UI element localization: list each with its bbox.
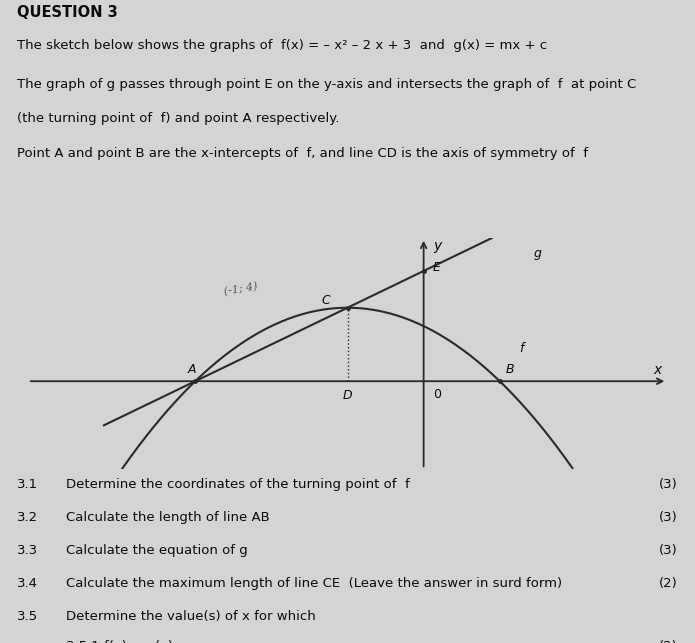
Text: 3.1: 3.1	[17, 478, 38, 491]
Text: (2): (2)	[659, 577, 678, 590]
Text: g: g	[534, 247, 542, 260]
Text: (2): (2)	[659, 640, 678, 643]
Text: D: D	[343, 389, 352, 402]
Text: (the turning point of  f) and point A respectively.: (the turning point of f) and point A res…	[17, 113, 340, 125]
Text: Calculate the length of line AB: Calculate the length of line AB	[66, 511, 270, 524]
Text: (-1; 4): (-1; 4)	[223, 282, 259, 298]
Text: (3): (3)	[659, 511, 678, 524]
Text: Determine the coordinates of the turning point of  f: Determine the coordinates of the turning…	[66, 478, 410, 491]
Text: The graph of g passes through point E on the y-axis and intersects the graph of : The graph of g passes through point E on…	[17, 78, 637, 91]
Text: Determine the value(s) of x for which: Determine the value(s) of x for which	[66, 610, 316, 623]
Text: 0: 0	[433, 388, 441, 401]
Text: QUESTION 3: QUESTION 3	[17, 5, 118, 20]
Text: C: C	[322, 294, 331, 307]
Text: Calculate the maximum length of line CE  (Leave the answer in surd form): Calculate the maximum length of line CE …	[66, 577, 562, 590]
Text: (3): (3)	[659, 478, 678, 491]
Text: 3.3: 3.3	[17, 544, 38, 557]
Text: $x$: $x$	[653, 363, 664, 377]
Text: 3.5: 3.5	[17, 610, 38, 623]
Text: f: f	[518, 341, 523, 355]
Text: Calculate the equation of g: Calculate the equation of g	[66, 544, 248, 557]
Text: 3.5.1 f(x) = g(x): 3.5.1 f(x) = g(x)	[66, 640, 173, 643]
Text: E: E	[433, 260, 441, 274]
Text: The sketch below shows the graphs of  f(x) = – x² – 2 x + 3  and  g(x) = mx + c: The sketch below shows the graphs of f(x…	[17, 39, 548, 52]
Text: A: A	[187, 363, 196, 376]
Text: $y$: $y$	[433, 240, 443, 255]
Text: 3.4: 3.4	[17, 577, 38, 590]
Text: B: B	[506, 363, 514, 376]
Text: 3.2: 3.2	[17, 511, 38, 524]
Text: Point A and point B are the x-intercepts of  f, and line CD is the axis of symme: Point A and point B are the x-intercepts…	[17, 147, 589, 159]
Text: (3): (3)	[659, 544, 678, 557]
